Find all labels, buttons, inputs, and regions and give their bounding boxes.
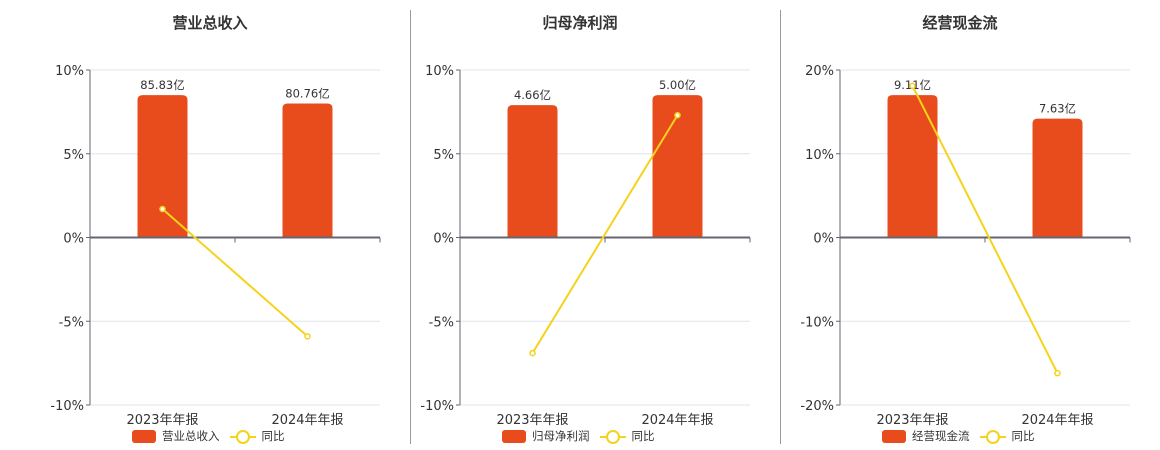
chart-title: 归母净利润 [542, 14, 618, 32]
legend-bar-swatch[interactable] [882, 429, 906, 443]
x-tick-label: 2024年年报 [1021, 413, 1093, 428]
y-tick-label: 5% [63, 148, 84, 163]
chart-plot: 10% 5% 0% -5% -10% 4.66亿 2023年年报 5.00亿 2024年年报 [420, 64, 751, 428]
y-tick-label: 10% [805, 148, 834, 163]
legend-bar-label[interactable]: 经营现金流 [912, 429, 970, 443]
bar-value-label: 7.63亿 [1039, 102, 1076, 116]
bar-value-label: 4.66亿 [514, 88, 551, 102]
bar[interactable] [1032, 118, 1083, 238]
legend-line-marker-icon[interactable] [229, 429, 256, 444]
legend-bar-swatch[interactable] [502, 429, 526, 443]
legend-line-marker-icon[interactable] [599, 429, 626, 444]
chart-panel-net-profit: 归母净利润 10% 5% 0% -5% -10% 4.66亿 2023年年报 5.00亿 202… [390, 0, 770, 450]
bar[interactable] [137, 95, 188, 238]
bar[interactable] [282, 103, 333, 238]
chart-title: 经营现金流 [922, 14, 998, 32]
y-tick-label: 0% [63, 232, 84, 247]
yoy-line [531, 114, 679, 354]
y-tick-label: -10% [800, 315, 834, 330]
x-tick-label: 2024年年报 [271, 413, 343, 428]
legend-line-marker-icon[interactable] [979, 429, 1006, 444]
yoy-line [911, 85, 1059, 374]
y-tick-label: -20% [800, 399, 834, 414]
y-tick-label: -10% [420, 399, 454, 414]
bar-value-label: 5.00亿 [659, 78, 696, 92]
y-tick-label: 20% [805, 64, 834, 79]
legend-bar-label[interactable]: 归母净利润 [532, 429, 590, 443]
y-tick-label: -5% [59, 315, 84, 330]
x-tick-label: 2023年年报 [126, 413, 198, 428]
yoy-point[interactable] [1054, 369, 1061, 377]
bar-value-label: 85.83亿 [140, 78, 184, 92]
yoy-point[interactable] [909, 82, 916, 90]
yoy-point[interactable] [529, 349, 536, 357]
panel-divider [410, 10, 411, 444]
chart-panel-revenue: 营业总收入 10% 5% 0% -5% -10% 85.83亿 2023年年报 80.76亿 2… [20, 0, 400, 450]
y-tick-label: 10% [425, 64, 454, 79]
y-tick-label: 10% [55, 64, 84, 79]
y-tick-label: -5% [429, 315, 454, 330]
legend-bar-swatch[interactable] [132, 429, 156, 443]
chart-title: 营业总收入 [172, 14, 248, 32]
bar[interactable] [887, 95, 938, 238]
y-tick-label: -10% [50, 399, 84, 414]
legend-line-label[interactable]: 同比 [631, 429, 655, 443]
legend: 经营现金流 同比 [882, 428, 1035, 444]
legend: 归母净利润 同比 [502, 428, 655, 444]
legend-line-label[interactable]: 同比 [1011, 429, 1035, 443]
panel-divider [780, 10, 781, 444]
bar[interactable] [507, 105, 558, 238]
y-tick-label: 0% [813, 232, 834, 247]
bar[interactable] [652, 95, 703, 238]
yoy-point[interactable] [674, 111, 681, 119]
y-tick-label: 5% [433, 148, 454, 163]
x-tick-label: 2024年年报 [641, 413, 713, 428]
bar-value-label: 80.76亿 [285, 87, 329, 101]
legend: 营业总收入 同比 [132, 428, 285, 444]
chart-plot: 10% 5% 0% -5% -10% 85.83亿 2023年年报 80.76亿 2024年年报 [50, 64, 381, 428]
y-tick-label: 0% [433, 232, 454, 247]
x-tick-label: 2023年年报 [496, 413, 568, 428]
yoy-line [161, 208, 309, 338]
yoy-point[interactable] [304, 333, 311, 340]
legend-line-label[interactable]: 同比 [261, 429, 285, 443]
x-tick-label: 2023年年报 [876, 413, 948, 428]
yoy-point[interactable] [159, 205, 166, 213]
chart-panel-operating-cashflow: 经营现金流 20%10%0%-10%-20%9.11亿2023年年报7.63亿2… [770, 0, 1150, 450]
legend-bar-label[interactable]: 营业总收入 [162, 429, 220, 443]
